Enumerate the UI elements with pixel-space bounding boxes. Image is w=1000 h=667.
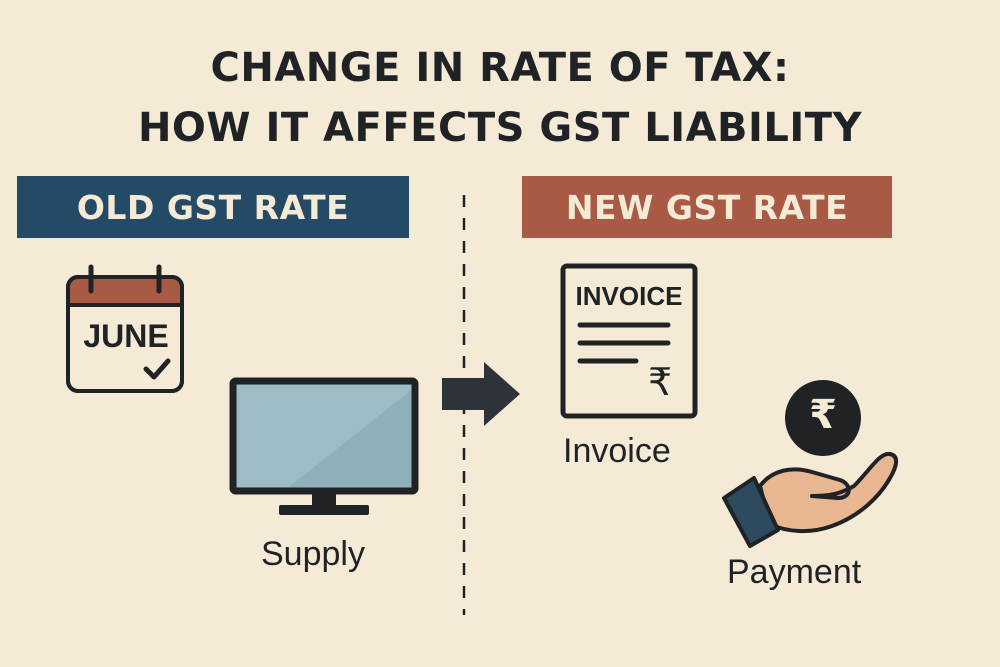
hand-with-coin-icon — [722, 451, 898, 548]
title-line-1: CHANGE IN RATE OF TAX: — [210, 45, 790, 91]
title-line-2: HOW IT AFFECTS GST LIABILITY — [137, 105, 863, 151]
payment-label: Payment — [727, 553, 862, 591]
old-gst-rate-banner: OLD GST RATE — [17, 176, 409, 238]
payment-rupee-symbol: ₹ — [809, 392, 837, 438]
invoice-document-icon — [560, 263, 698, 419]
invoice-heading: INVOICE — [575, 281, 683, 311]
new-gst-rate-banner: NEW GST RATE — [522, 176, 892, 238]
monitor-icon — [229, 377, 419, 515]
calendar-check-icon — [66, 264, 184, 393]
calendar-month: JUNE — [83, 318, 169, 354]
invoice-label: Invoice — [563, 432, 671, 470]
right-arrow-icon — [442, 362, 520, 426]
invoice-rupee-symbol: ₹ — [648, 360, 673, 404]
rupee-coin-icon — [785, 380, 861, 456]
supply-label: Supply — [261, 535, 365, 573]
